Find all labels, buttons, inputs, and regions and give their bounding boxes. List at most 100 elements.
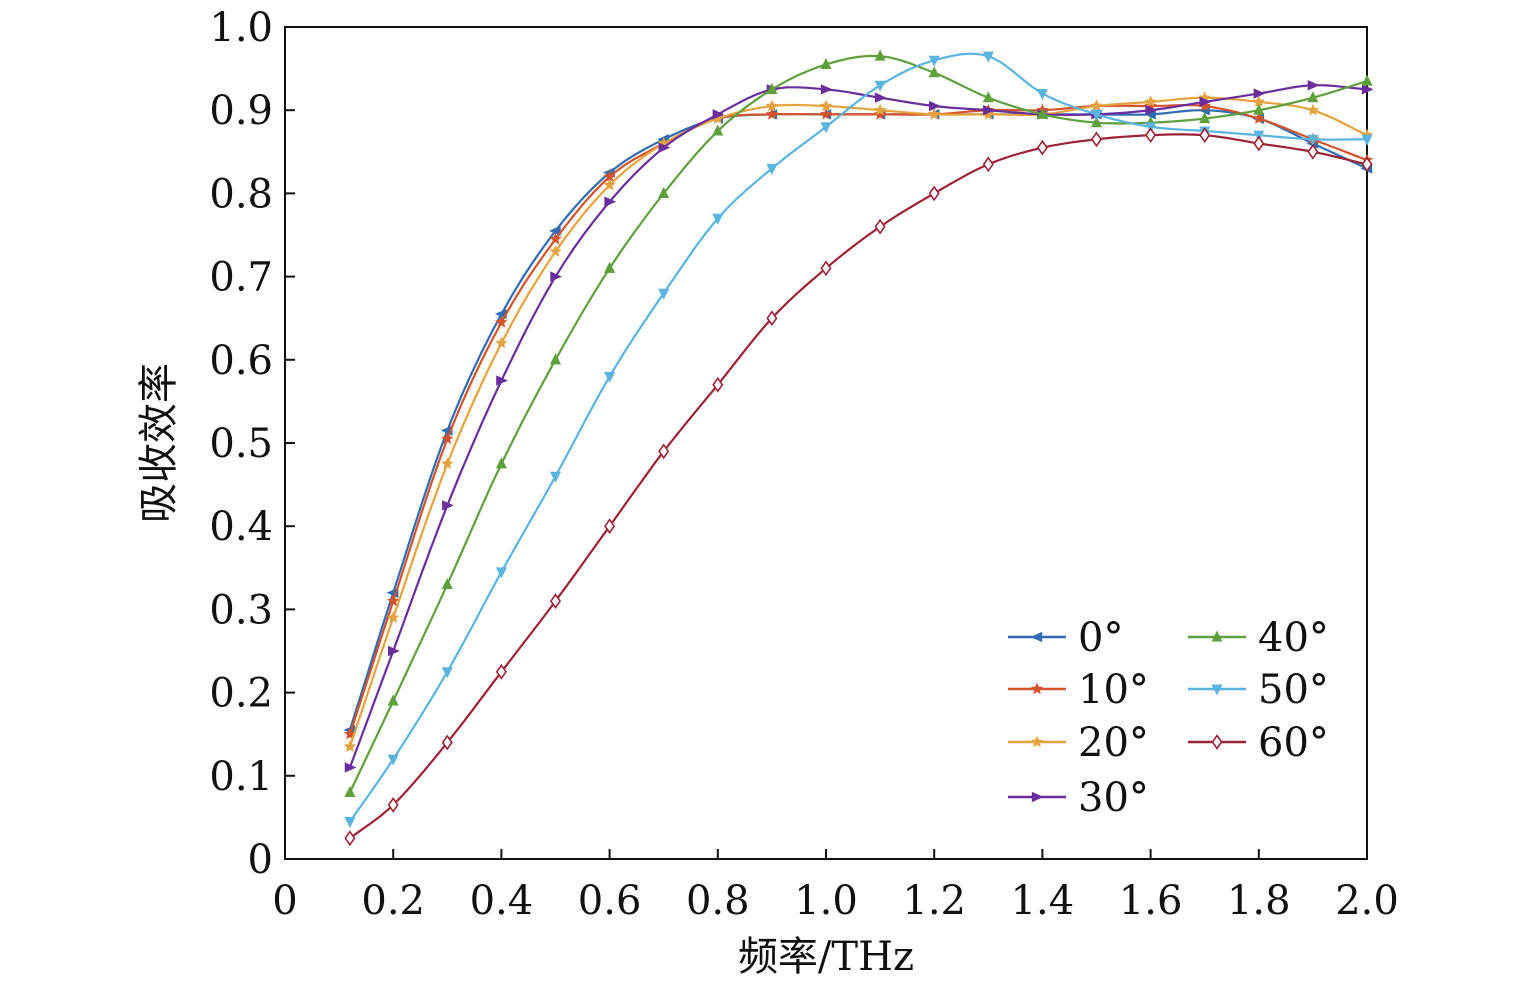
data-point [549, 471, 562, 483]
data-point [929, 100, 941, 112]
data-point [1144, 95, 1157, 108]
data-point [766, 163, 778, 175]
series-5 [344, 51, 1373, 829]
data-point [1036, 89, 1048, 101]
data-point [1090, 99, 1103, 112]
y-tick-label: 0.3 [209, 587, 273, 633]
data-point [441, 432, 454, 445]
y-axis-ticks: 0 0.1 0.2 0.3 0.4 0.5 0.6 0.7 0.8 0.9 1.0 [209, 5, 295, 883]
data-point [603, 170, 616, 183]
data-point [712, 376, 724, 393]
data-point [1252, 112, 1265, 124]
legend-marker [1030, 682, 1044, 695]
x-tick-label: 0.6 [578, 878, 642, 924]
data-point [1361, 74, 1373, 86]
data-point [1199, 127, 1211, 144]
data-point [442, 500, 454, 511]
data-point [441, 734, 453, 751]
data-point [549, 225, 561, 237]
data-point [766, 310, 778, 327]
y-tick-label: 0.8 [209, 171, 273, 217]
x-tick-label: 1.4 [1011, 878, 1075, 924]
data-point [1090, 109, 1103, 121]
series-line [349, 133, 1368, 840]
data-point [820, 260, 832, 277]
data-point [344, 817, 356, 829]
data-point [387, 797, 399, 813]
data-point [1145, 127, 1157, 144]
x-tick-label: 0.8 [686, 878, 750, 924]
data-point [982, 156, 994, 173]
plot-area [284, 26, 1368, 860]
data-point [712, 124, 724, 136]
data-point [820, 57, 832, 69]
legend-item-3: 30° [1008, 775, 1149, 821]
data-point [387, 694, 399, 706]
x-tick-label: 2.0 [1335, 878, 1399, 924]
data-point [1199, 96, 1212, 108]
data-point [819, 107, 833, 120]
y-axis-title: 吸收效率 [136, 363, 182, 523]
data-point [1252, 95, 1265, 108]
data-point [387, 611, 400, 623]
data-point [1199, 112, 1211, 124]
legend: 0° 10° 20° 30° 40° 50° 60° [1008, 615, 1329, 821]
data-point [983, 105, 995, 116]
data-point [982, 107, 995, 120]
data-point [658, 142, 671, 153]
data-point [387, 594, 400, 607]
data-point [712, 109, 725, 120]
series-line [348, 96, 1368, 748]
data-point [550, 271, 562, 282]
legend-item-4: 40° [1188, 615, 1329, 661]
data-point [928, 107, 941, 120]
y-tick-label: 0.5 [209, 421, 273, 467]
series-line [349, 52, 1368, 823]
data-point [874, 92, 887, 103]
data-point [1307, 91, 1319, 103]
legend-label: 10° [1078, 667, 1149, 713]
data-point [765, 107, 779, 120]
x-axis-ticks: 0 0.2 0.4 0.6 0.8 1.0 1.2 1.4 1.6 1.8 2.0 [272, 849, 1399, 924]
data-point [819, 99, 833, 112]
data-point [549, 593, 562, 609]
y-tick-label: 0.2 [209, 671, 273, 717]
data-point [1253, 88, 1266, 99]
x-tick-label: 0.2 [361, 878, 425, 924]
data-point [874, 49, 886, 61]
data-point [711, 112, 724, 124]
data-point [344, 785, 356, 797]
legend-label: 50° [1258, 667, 1329, 713]
data-point [820, 84, 833, 95]
legend-marker [1211, 630, 1223, 642]
series-6 [344, 127, 1373, 847]
data-point [603, 178, 616, 191]
data-point [1307, 134, 1319, 146]
data-point [604, 261, 616, 273]
legend-marker [1211, 684, 1223, 696]
legend-item-6: 60° [1188, 720, 1329, 766]
y-tick-label: 0.4 [209, 504, 273, 550]
legend-marker [1211, 734, 1223, 750]
legend-label: 30° [1078, 775, 1149, 821]
data-point [928, 66, 940, 78]
data-point [604, 518, 616, 535]
data-point [658, 288, 670, 300]
data-point [1145, 105, 1158, 116]
data-point [344, 830, 356, 847]
x-tick-label: 1.8 [1227, 878, 1291, 924]
data-point [1307, 80, 1320, 91]
legend-label: 60° [1258, 720, 1329, 766]
data-point [928, 185, 940, 202]
y-tick-label: 0 [248, 837, 273, 883]
data-point [549, 353, 562, 365]
legend-label: 0° [1078, 615, 1123, 661]
legend-label: 40° [1258, 615, 1329, 661]
data-point [874, 218, 886, 235]
data-point [766, 82, 778, 94]
y-tick-label: 0.1 [209, 754, 273, 800]
x-tick-label: 1.6 [1119, 878, 1183, 924]
legend-item-2: 20° [1008, 720, 1149, 766]
data-point [604, 196, 617, 207]
legend-marker [1030, 735, 1044, 748]
